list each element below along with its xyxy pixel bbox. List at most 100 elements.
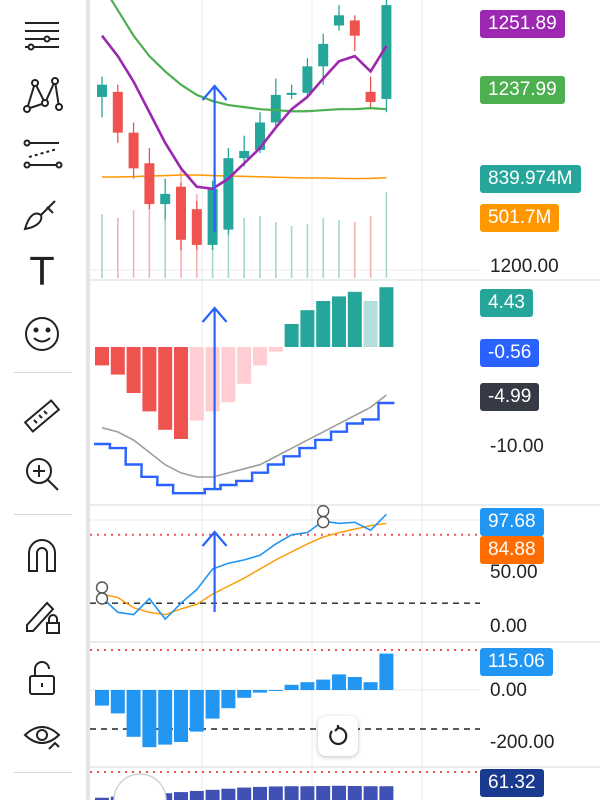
reset-icon: [329, 725, 348, 746]
ruler-icon[interactable]: [18, 392, 66, 440]
macd-histogram-bar: [332, 296, 346, 347]
candle-body: [270, 94, 281, 123]
bottom-bar: [205, 789, 220, 800]
cci-bar: [126, 690, 141, 737]
macd-histogram-bar: [363, 301, 378, 347]
magnet-icon[interactable]: [18, 532, 66, 580]
macd-histogram-bar: [268, 347, 283, 352]
toolbar-separator: [14, 372, 72, 373]
signal-arrow-head: [201, 530, 228, 547]
reset-chart-button[interactable]: [318, 716, 358, 756]
bottom-bar: [268, 786, 283, 800]
cci-bar: [142, 690, 157, 748]
stoch-k-line: [101, 513, 387, 621]
candle-body: [365, 91, 376, 103]
candle-body: [128, 132, 139, 169]
chart-canvas[interactable]: [90, 0, 600, 800]
macd-signal-value: -0.56: [488, 342, 532, 363]
toolbar-edge: [86, 0, 90, 800]
volume-bar: [227, 206, 230, 278]
cci-bar: [316, 679, 331, 690]
emoji-icon[interactable]: [18, 310, 66, 358]
volume-bar: [259, 216, 261, 278]
eye-icon[interactable]: [18, 712, 66, 760]
ma-fast-line: [100, 34, 388, 191]
cci-bar: [174, 690, 188, 742]
macd-histogram-bar: [237, 347, 252, 384]
stoch-k-label: 97.68: [480, 508, 544, 536]
pattern-icon[interactable]: [18, 70, 66, 118]
volume-bar: [148, 202, 151, 278]
bottom-bar: [363, 786, 378, 800]
cci-bar: [237, 690, 252, 698]
macd-histogram-bar: [174, 347, 188, 439]
volume-label: 839.974M: [480, 165, 581, 193]
bottom-bar: [189, 790, 204, 800]
stoch-d-label: 84.88: [480, 536, 544, 564]
candle-body: [239, 151, 250, 159]
ma-slow-value: 1237.99: [488, 79, 557, 100]
macd-tick: -10.00: [490, 436, 544, 457]
cci-value: 115.06: [488, 651, 545, 672]
unlock-icon[interactable]: [18, 654, 66, 702]
text-icon[interactable]: T: [30, 250, 54, 294]
candle-body: [144, 163, 155, 205]
volume-bar: [101, 214, 103, 278]
bottom-indicator-value: 61.32: [488, 772, 536, 793]
macd-hist-label: 4.43: [480, 289, 533, 317]
bottom-indicator-label: 61.32: [480, 769, 544, 797]
macd-line: [101, 394, 387, 478]
stoch-marker: [95, 592, 109, 605]
macd-histogram-bar: [379, 287, 394, 347]
ma-slow-line: [110, 0, 387, 113]
candle-body: [160, 193, 171, 205]
brush-icon[interactable]: [18, 190, 66, 238]
bottom-bar: [237, 787, 252, 800]
macd-line-value: -4.99: [488, 386, 532, 407]
volume-ma-value: 501.7M: [488, 207, 552, 228]
stoch-marker: [95, 581, 109, 594]
volume-bar: [322, 218, 324, 278]
cci-bar: [158, 690, 173, 745]
macd-histogram-bar: [126, 347, 141, 393]
bottom-bar: [300, 786, 315, 800]
zoom-in-icon[interactable]: [18, 450, 66, 498]
cci-bar: [253, 690, 267, 693]
volume-bar: [275, 222, 277, 278]
candle-body: [286, 92, 297, 95]
cci-tick-0: 0.00: [490, 680, 527, 701]
macd-histogram-bar: [158, 347, 173, 430]
candle-body: [318, 43, 329, 67]
floating-button-outline: [113, 773, 167, 800]
macd-histogram-bar: [142, 347, 157, 412]
bottom-bar: [332, 785, 346, 800]
cci-value-label: 115.06: [480, 648, 553, 676]
candle-body: [97, 84, 107, 97]
cci-bar: [110, 690, 125, 714]
cci-bar: [221, 690, 236, 709]
stoch-marker: [316, 504, 330, 518]
signal-arrow-head: [201, 306, 228, 323]
macd-signal-line: [94, 401, 395, 495]
volume-ma-label: 501.7M: [480, 204, 560, 232]
macd-histogram-bar: [95, 347, 109, 366]
cci-bar: [379, 653, 394, 690]
stoch-tick-50: 50.00: [490, 562, 538, 583]
candle-body: [334, 15, 344, 26]
macd-histogram-bar: [300, 310, 315, 347]
volume-bar: [338, 220, 340, 278]
bottom-bar: [284, 786, 299, 800]
menu-lines-icon[interactable]: [18, 12, 66, 60]
stoch-marker: [316, 515, 330, 529]
bottom-bar: [253, 786, 267, 800]
gann-lines-icon[interactable]: [18, 130, 66, 178]
lock-pencil-icon[interactable]: [18, 592, 66, 640]
volume-bar: [164, 212, 166, 278]
toolbar-separator: [14, 514, 72, 515]
volume-bar: [117, 218, 119, 278]
price-tick: 1200.00: [490, 256, 559, 277]
bottom-bar: [95, 797, 109, 800]
toolbar-separator: [14, 772, 72, 773]
macd-histogram-bar: [253, 347, 267, 366]
volume-bar: [132, 210, 135, 278]
